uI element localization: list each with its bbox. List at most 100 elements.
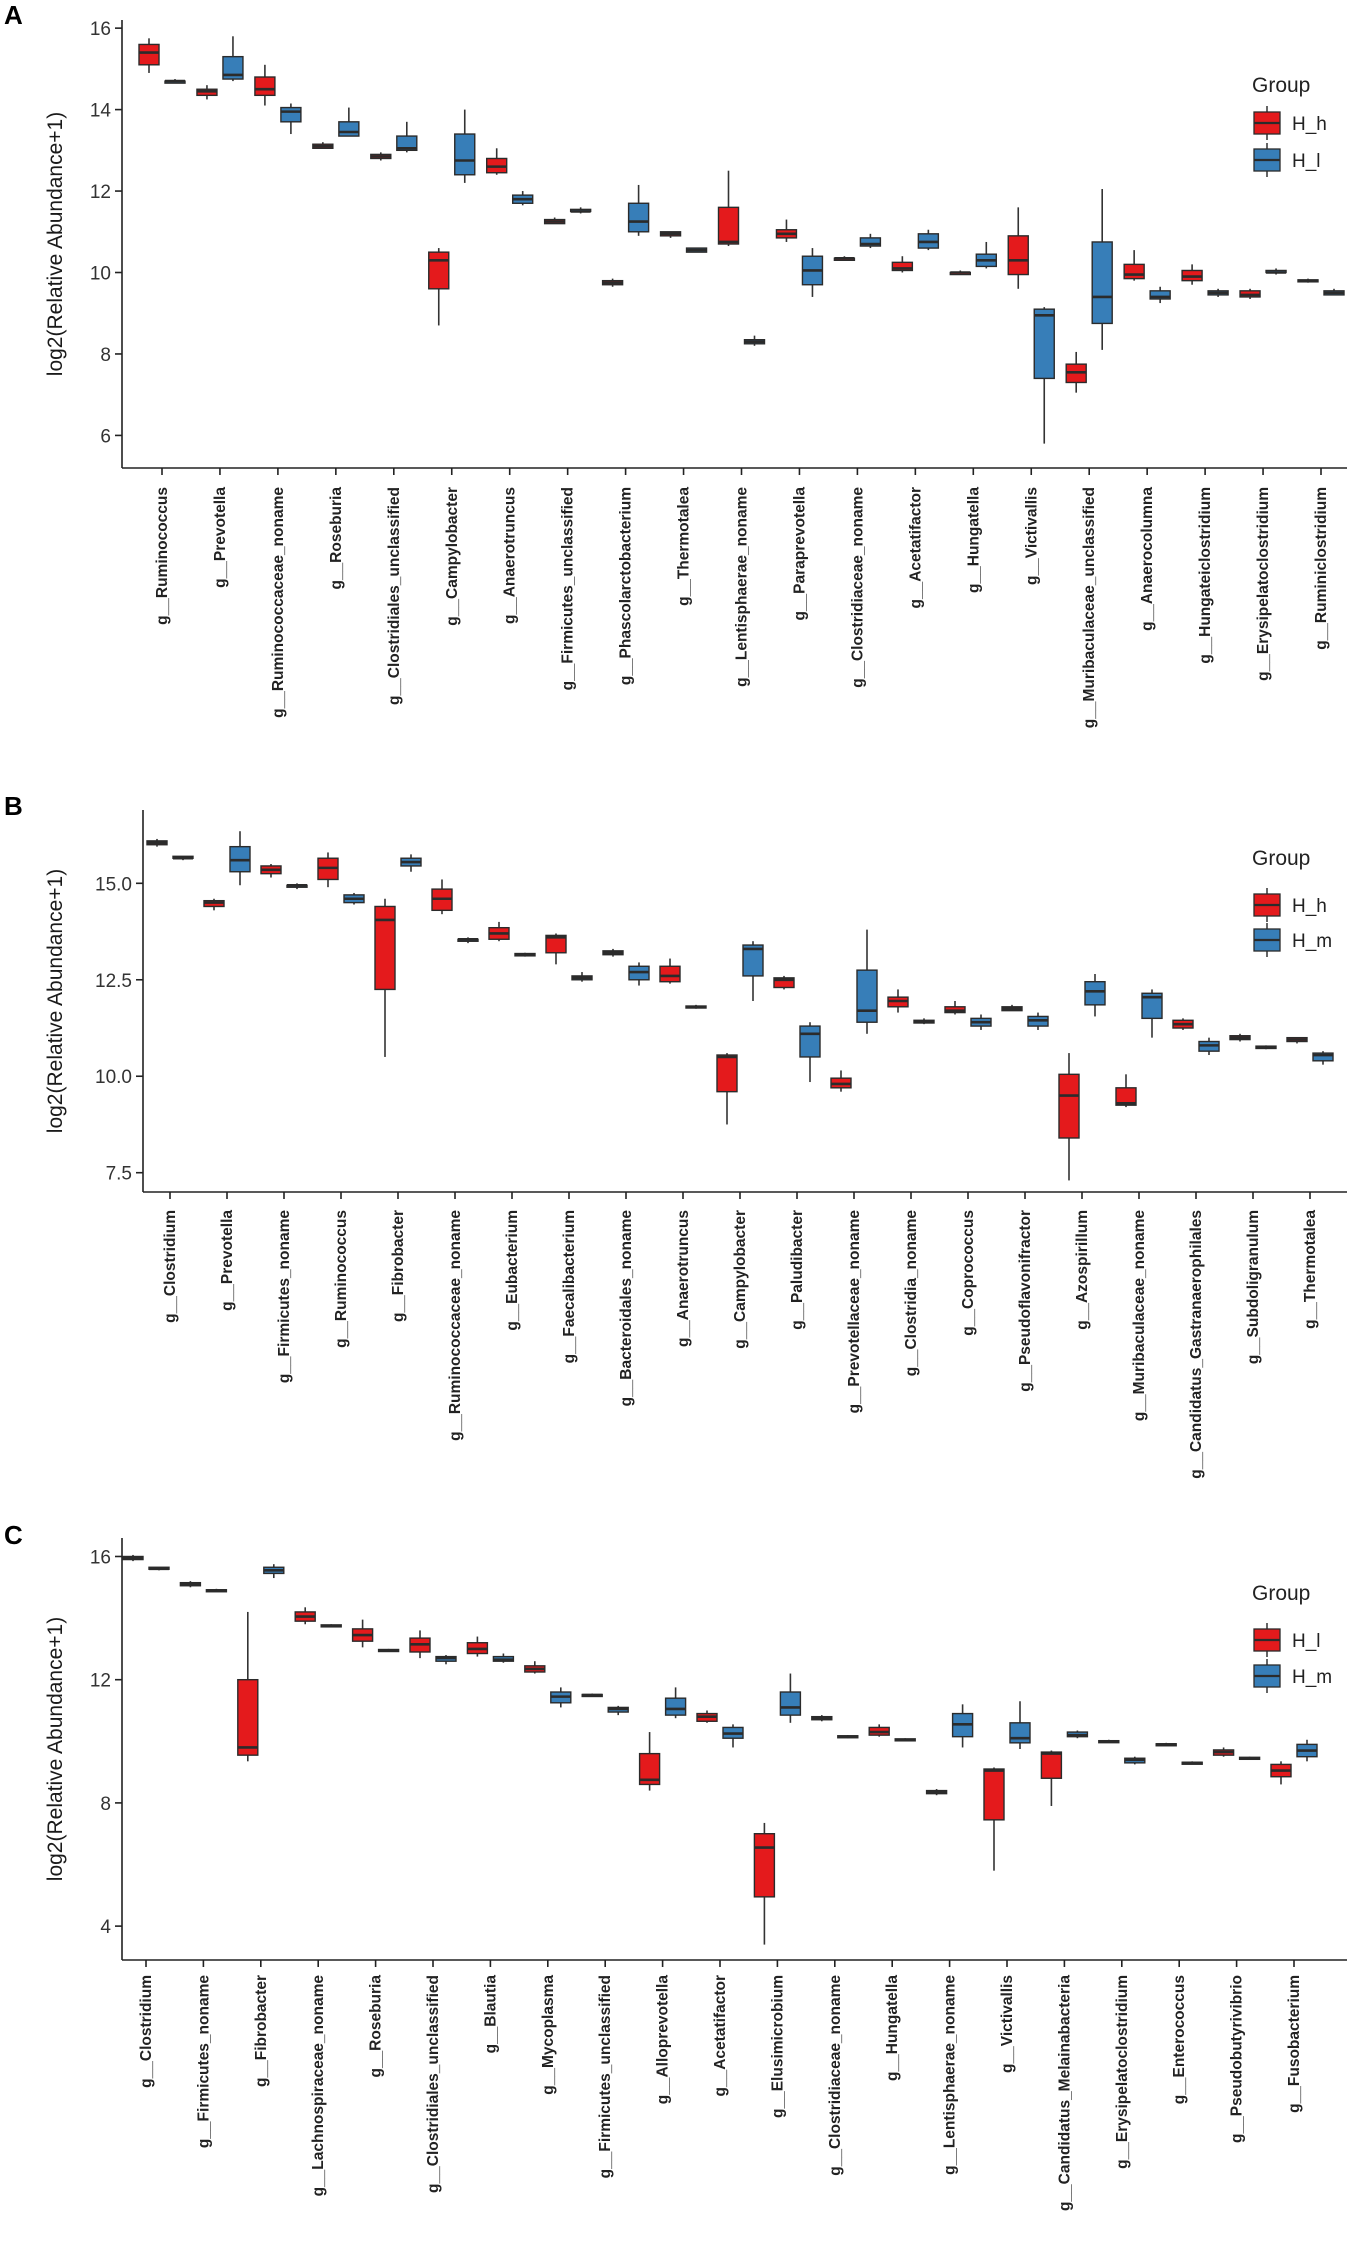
x-tick-label: g__Paraprevotella — [791, 487, 808, 621]
x-tick-label: g__Thermotalea — [676, 487, 693, 606]
box-iqr — [237, 1678, 259, 1756]
x-tick-label: g__Roseburia — [328, 487, 345, 590]
box-H_m — [514, 952, 536, 957]
x-tick-label: g__Roseburia — [368, 1975, 385, 2078]
box-H_l — [975, 241, 997, 269]
box-H_l — [1270, 1761, 1292, 1785]
x-tick-label: g__Enterococcus — [1171, 1975, 1188, 2104]
box-H_h — [312, 142, 334, 149]
box-iqr — [428, 251, 450, 290]
x-tick-label: g__Ruminococcus — [154, 487, 171, 625]
box-iqr — [983, 1768, 1005, 1821]
box-H_m — [320, 1624, 342, 1628]
box-H_h — [1286, 1036, 1308, 1044]
box-H_m — [970, 1014, 992, 1030]
box-H_l — [581, 1693, 603, 1698]
box-iqr — [753, 1833, 776, 1898]
box-H_h — [374, 898, 396, 1057]
x-tick-label: g__Erysipelatoclostridium — [1255, 487, 1272, 681]
x-tick-label: g__Prevotella — [219, 1210, 236, 1311]
y-tick-label: 7.5 — [106, 1164, 132, 1185]
box-H_l — [859, 233, 882, 249]
y-tick-label: 6 — [100, 426, 111, 447]
box-H_l — [396, 121, 418, 153]
box-iqr — [799, 1025, 821, 1058]
x-tick-label: g__Anaerocolumna — [1139, 487, 1156, 631]
box-H_l — [466, 1636, 489, 1657]
x-tick-label: g__Prevotellaceae_noname — [846, 1210, 863, 1414]
box-H_l — [351, 1619, 374, 1648]
x-tick-label: g__Eubacterium — [504, 1210, 521, 1331]
x-tick-label: g__Lentisphaerae_noname — [734, 487, 751, 687]
box-H_l — [1149, 286, 1171, 304]
box-H_h — [716, 1053, 738, 1125]
box-H_h — [944, 1001, 966, 1015]
box-H_h — [370, 152, 392, 161]
box-iqr — [1312, 1052, 1334, 1062]
box-H_m — [1238, 1756, 1261, 1761]
box-H_m — [550, 1687, 572, 1708]
box-H_l — [917, 229, 940, 251]
box-H_l — [164, 79, 186, 84]
box-H_h — [1058, 1053, 1080, 1181]
x-tick-label: g__Firmicutes_noname — [195, 1975, 212, 2149]
box-H_l — [1098, 1739, 1120, 1744]
box-H_m — [894, 1738, 916, 1742]
x-tick-label: g__Prevotella — [212, 487, 229, 588]
box-H_h — [431, 879, 453, 915]
x-tick-label: g__Paludibacter — [789, 1210, 806, 1330]
panel-letter: C — [4, 1520, 23, 1550]
panel-letter: A — [4, 0, 23, 30]
x-tick-label: g__Mycoplasma — [540, 1975, 557, 2095]
box-H_m — [229, 831, 251, 886]
y-tick-label: 16 — [90, 19, 111, 40]
x-tick-label: g__Clostridium — [162, 1210, 179, 1323]
box-H_m — [377, 1648, 400, 1653]
box-iqr — [856, 969, 878, 1023]
box-H_l — [179, 1581, 202, 1588]
x-tick-label: g__Ruminococcaceae_noname — [270, 487, 287, 718]
box-iqr — [779, 1691, 802, 1716]
box-H_m — [571, 972, 593, 982]
box-iqr — [638, 1752, 661, 1786]
x-tick-label: g__Muribaculaceae_unclassified — [1081, 487, 1098, 728]
box-H_m — [685, 1004, 707, 1009]
box-H_l — [696, 1710, 718, 1723]
box-iqr — [222, 55, 244, 80]
legend-label: H_m — [1292, 1667, 1332, 1688]
legend-label: H_m — [1292, 931, 1332, 952]
box-H_m — [1124, 1756, 1146, 1765]
x-tick-label: g__Alloprevotella — [655, 1975, 672, 2105]
box-H_h — [203, 898, 225, 911]
legend-title: Group — [1252, 847, 1310, 870]
box-H_m — [205, 1588, 228, 1593]
box-H_m — [1084, 973, 1106, 1017]
x-tick-label: g__Bacteroidales_noname — [618, 1210, 635, 1407]
box-H_l — [280, 103, 302, 135]
x-tick-label: g__Faecalibacterium — [561, 1210, 578, 1363]
box-H_l — [1155, 1742, 1177, 1747]
box-H_l — [1265, 268, 1287, 275]
box-H_h — [1007, 207, 1029, 289]
legend-label: H_h — [1292, 896, 1327, 917]
x-tick-label: g__Phascolarctobacterium — [618, 487, 635, 685]
box-H_m — [1312, 1051, 1334, 1065]
x-tick-label: g__Hungatella — [884, 1975, 901, 2081]
box-H_h — [196, 85, 218, 100]
chart-panel-B: B 7.5 10.0 12.5 15.0 log2(Relative Abundance+… — [4, 791, 1347, 1479]
x-tick-label: g__Firmicutes_unclassified — [597, 1975, 614, 2178]
box-H_l — [685, 247, 708, 253]
x-tick-label: g__Acetatifactor — [712, 1975, 729, 2096]
box-H_m — [722, 1724, 744, 1748]
box-H_h — [545, 933, 567, 965]
box-iqr — [627, 202, 650, 233]
x-tick-label: g__Blautia — [482, 1975, 499, 2054]
x-tick-label: g__Campylobacter — [444, 487, 461, 626]
box-H_h — [317, 852, 339, 888]
box-H_l — [222, 36, 244, 82]
box-iqr — [1040, 1751, 1063, 1779]
box-H_h — [1001, 1004, 1023, 1012]
box-H_h — [887, 989, 909, 1013]
y-tick-label: 16 — [90, 1547, 111, 1568]
x-tick-label: g__Pseudobutyrivibrio — [1229, 1975, 1246, 2143]
